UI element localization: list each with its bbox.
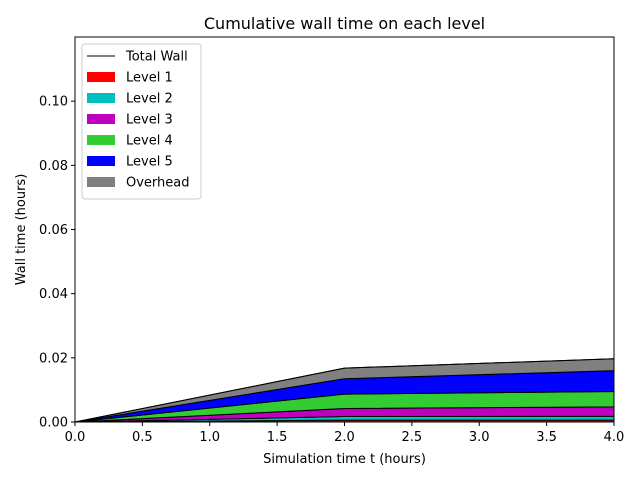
- y-tick-label: 0.08: [39, 159, 68, 174]
- x-tick-label: 1.0: [199, 430, 220, 445]
- x-tick-label: 0.5: [132, 430, 153, 445]
- legend-label-level-3: Level 3: [126, 113, 173, 128]
- x-tick-label: 4.0: [604, 430, 625, 445]
- y-axis-label: Wall time (hours): [14, 174, 29, 286]
- legend-swatch-level-1: [87, 72, 115, 82]
- total-wall-line: [74, 358, 615, 423]
- y-tick-label: 0.00: [39, 416, 68, 431]
- x-tick-label: 1.5: [267, 430, 288, 445]
- x-axis-label: Simulation time t (hours): [263, 452, 426, 467]
- y-tick-label: 0.10: [39, 95, 68, 110]
- legend-label-level-2: Level 2: [126, 92, 173, 107]
- y-axis-ticks: 0.00 0.02 0.04 0.06 0.08 0.10: [39, 95, 75, 431]
- legend-label-total-wall: Total Wall: [125, 50, 188, 65]
- legend-swatch-overhead: [87, 177, 115, 187]
- legend-label-overhead: Overhead: [126, 176, 190, 191]
- legend: Total Wall Level 1 Level 2 Level 3 Level 4 Le…: [81, 43, 202, 200]
- legend-label-level-4: Level 4: [126, 134, 173, 149]
- x-tick-label: 2.5: [402, 430, 423, 445]
- x-tick-label: 3.0: [469, 430, 490, 445]
- x-axis-ticks: 0.0 0.5 1.0 1.5 2.0 2.5 3.0 3.5 4.0: [65, 422, 625, 445]
- y-tick-label: 0.04: [39, 287, 68, 302]
- legend-swatch-level-5: [87, 156, 115, 166]
- legend-label-level-1: Level 1: [126, 71, 173, 86]
- legend-swatch-level-3: [87, 114, 115, 124]
- legend-label-level-5: Level 5: [126, 155, 173, 170]
- legend-swatch-level-4: [87, 135, 115, 145]
- x-tick-label: 3.5: [536, 430, 557, 445]
- chart-title: Cumulative wall time on each level: [204, 14, 485, 33]
- total-wall-line-group: [74, 358, 615, 423]
- y-tick-label: 0.02: [39, 351, 68, 366]
- x-tick-label: 0.0: [65, 430, 86, 445]
- x-tick-label: 2.0: [334, 430, 355, 445]
- y-tick-label: 0.06: [39, 223, 68, 238]
- legend-swatch-level-2: [87, 93, 115, 103]
